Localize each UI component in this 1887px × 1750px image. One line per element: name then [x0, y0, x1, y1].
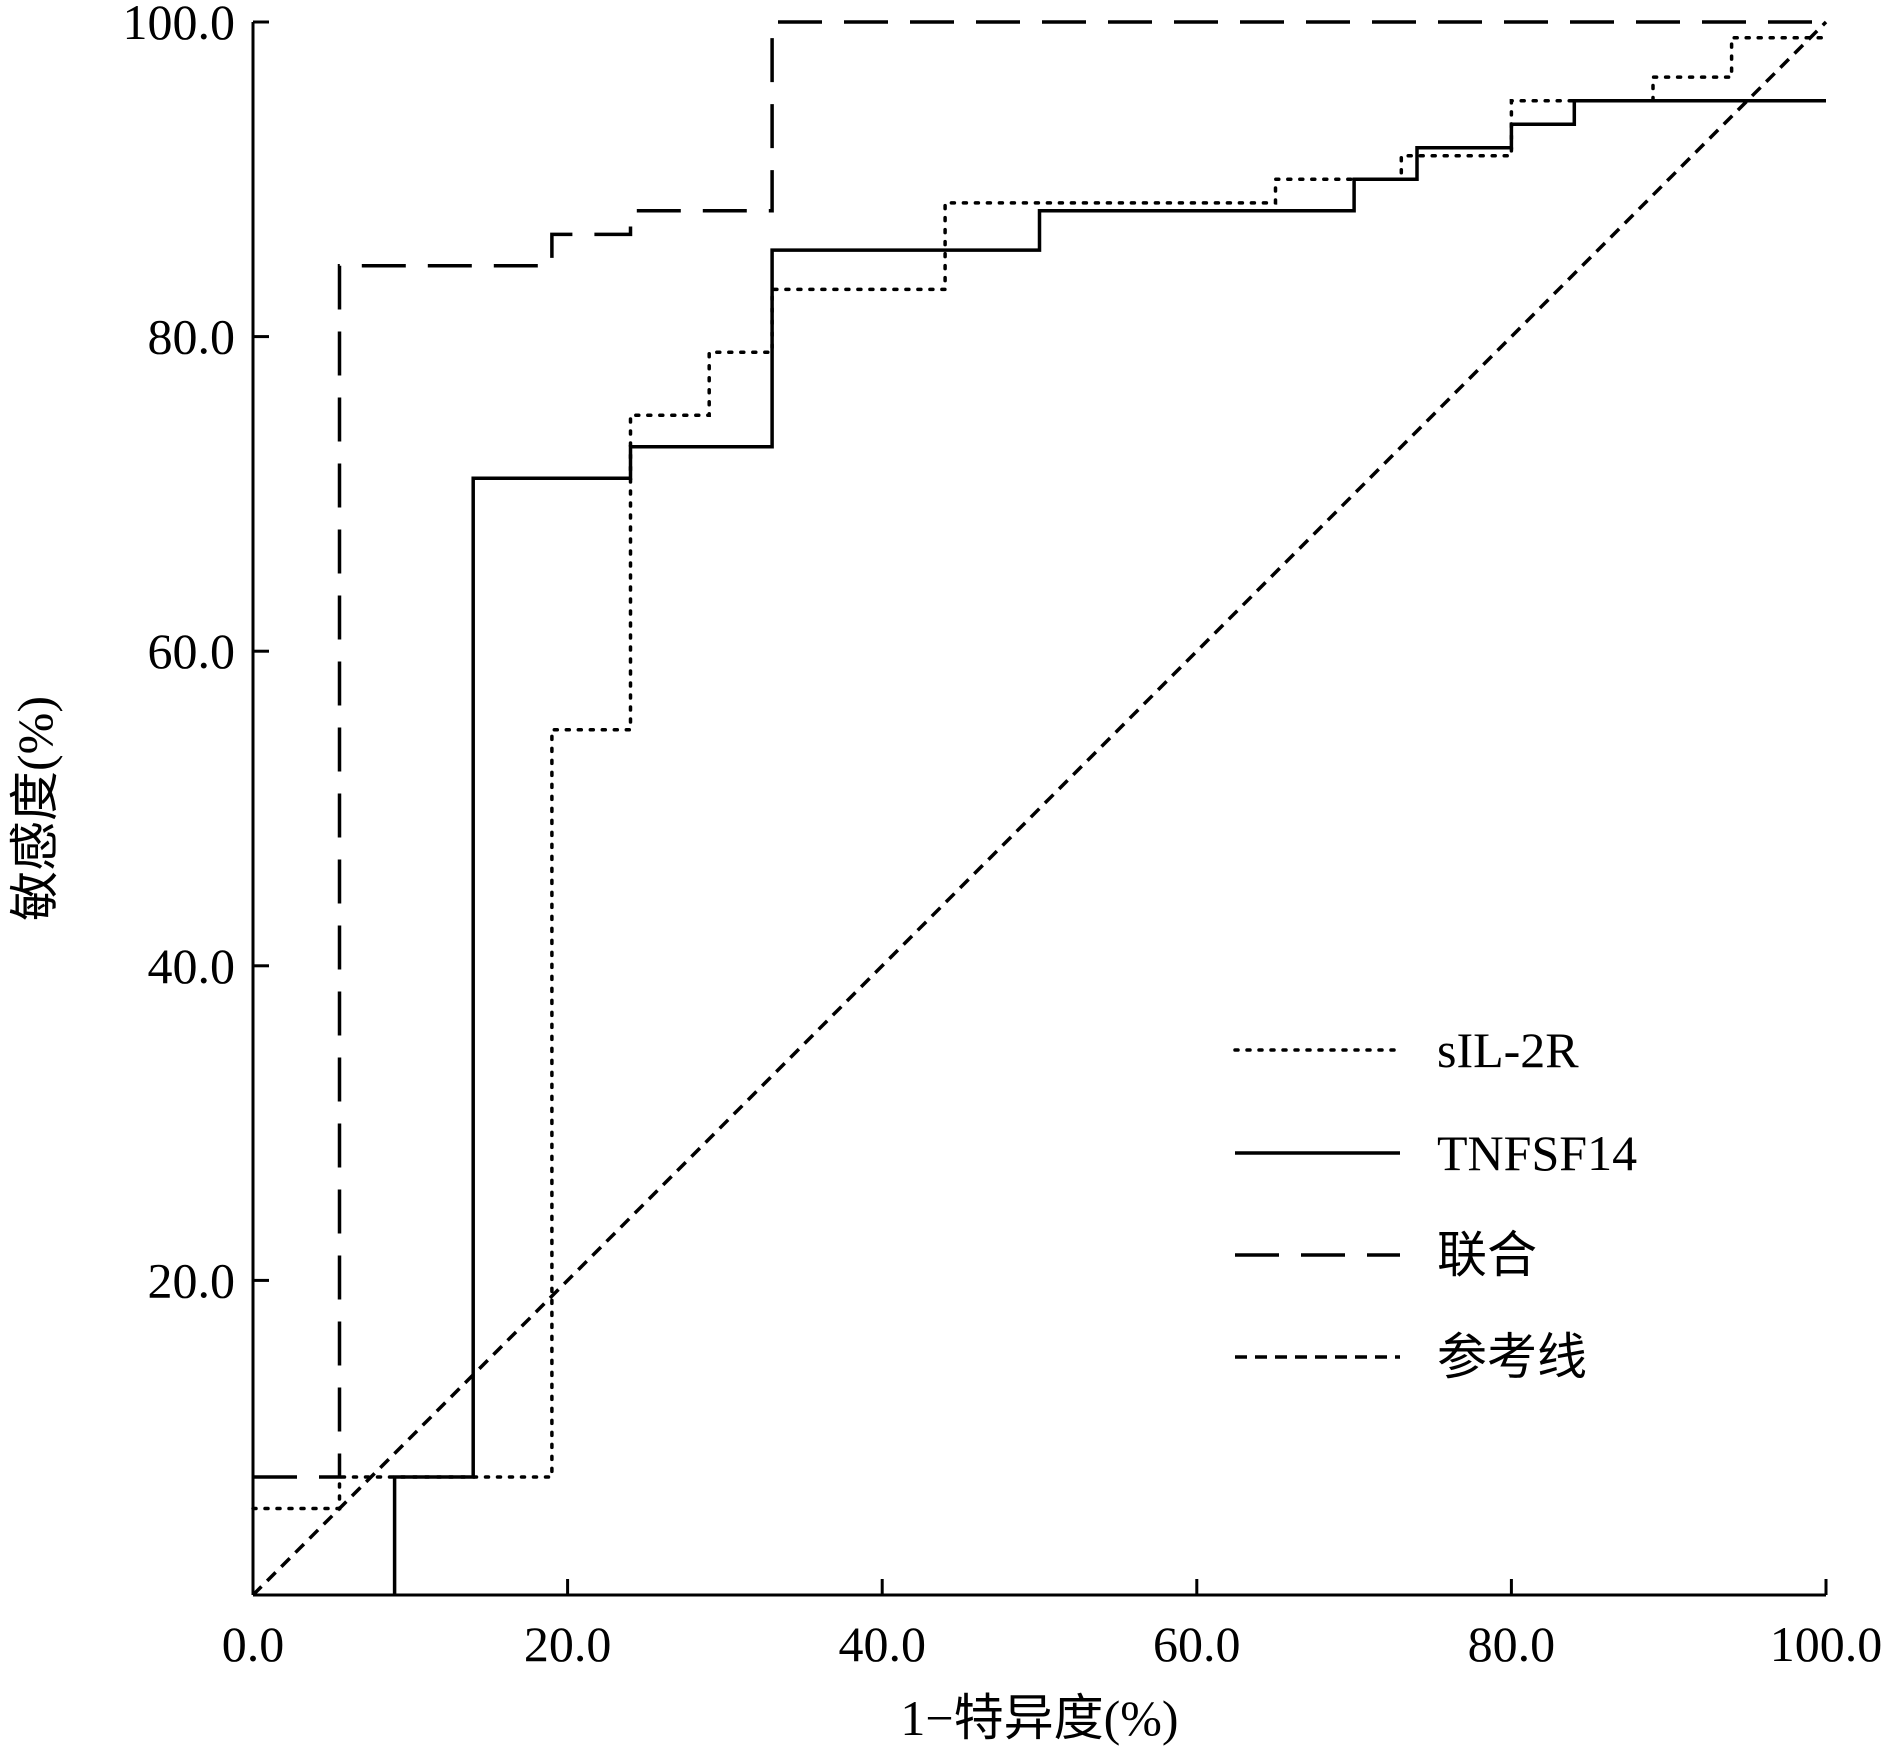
legend-label-0: sIL-2R — [1437, 1022, 1579, 1078]
ticks: 0.0 20.0 40.0 60.0 80.0 100.0 20.0 40.0 60.0 80.0… — [123, 0, 1883, 1672]
y-tick-label: 100.0 — [123, 0, 236, 50]
x-axis-title: 1−特异度(%) — [900, 1690, 1178, 1746]
series-line-1 — [392, 98, 1826, 1595]
series-line-3 — [251, 20, 1828, 1597]
series-line-2 — [253, 20, 1826, 1479]
y-tick-label: 20.0 — [148, 1252, 236, 1308]
legend-label-1: TNFSF14 — [1437, 1125, 1637, 1181]
x-tick-label: 20.0 — [524, 1616, 612, 1672]
y-tick-label: 40.0 — [148, 938, 236, 994]
legend-label-2: 联合 — [1437, 1227, 1537, 1283]
x-tick-label: 60.0 — [1153, 1616, 1241, 1672]
x-tick-label: 80.0 — [1468, 1616, 1556, 1672]
y-tick-label: 60.0 — [148, 623, 236, 679]
series-group — [251, 20, 1828, 1597]
x-tick-label: 40.0 — [838, 1616, 926, 1672]
y-axis-title: 敏感度(%) — [7, 696, 63, 921]
axes — [251, 22, 1826, 1597]
y-tick-label: 80.0 — [148, 309, 236, 365]
x-tick-label: 100.0 — [1770, 1616, 1883, 1672]
x-tick-label: 0.0 — [222, 1616, 285, 1672]
legend-label-3: 参考线 — [1437, 1329, 1587, 1385]
